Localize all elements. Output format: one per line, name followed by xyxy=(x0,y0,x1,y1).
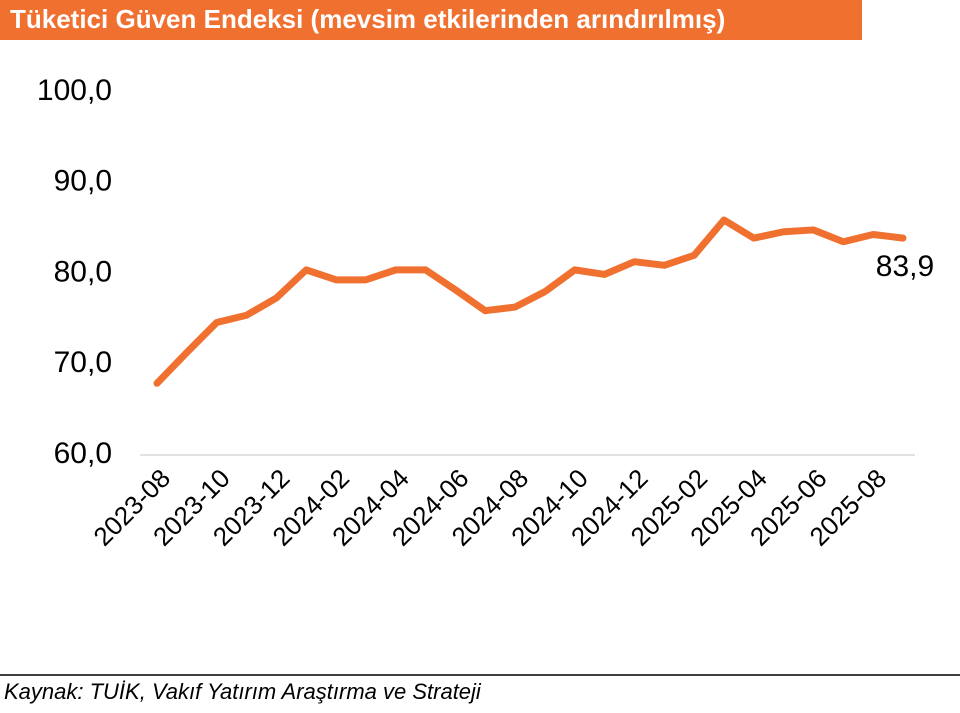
title-bar xyxy=(0,0,862,40)
data-label: 83,9 xyxy=(876,250,934,283)
data-line xyxy=(153,216,907,387)
y-tick-label: 70,0 xyxy=(54,346,112,379)
chart-title: Tüketici Güven Endeksi (mevsim etkilerin… xyxy=(10,4,725,34)
source-note: Kaynak: TUİK, Vakıf Yatırım Araştırma ve… xyxy=(4,679,482,704)
y-tick-label: 90,0 xyxy=(54,165,112,198)
y-tick-label: 100,0 xyxy=(37,74,112,107)
y-tick-label: 60,0 xyxy=(54,437,112,470)
y-tick-label: 80,0 xyxy=(54,255,112,288)
